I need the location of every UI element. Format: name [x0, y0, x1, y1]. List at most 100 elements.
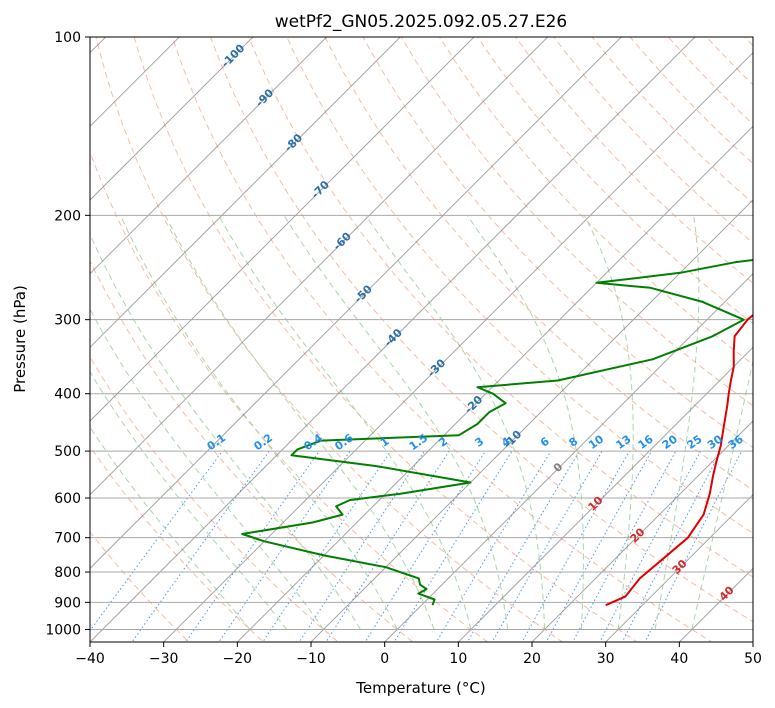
dry-adiabat: [171, 37, 713, 642]
dry-adiabat: [90, 445, 265, 642]
mixing-ratio-label: 3: [473, 435, 487, 450]
plot-frame: [89, 36, 754, 643]
moist-adiabat: [283, 215, 509, 630]
x-tick-label: 40: [670, 651, 688, 667]
mixing-ratio-line: [621, 450, 722, 642]
y-tick-label: 600: [54, 491, 81, 507]
x-tick-label: 20: [523, 651, 541, 667]
dry-adiabat: [438, 37, 753, 366]
mixing-ratio-line: [185, 450, 320, 642]
mixing-ratio-label: 16: [636, 432, 656, 452]
mixing-ratio-label: 0.2: [252, 431, 275, 453]
mixing-ratio-label: 25: [685, 433, 705, 452]
dry-adiabat: [477, 37, 753, 325]
dry-adiabat: [744, 37, 753, 47]
x-tick-label: −10: [296, 651, 326, 667]
dry-adiabat: [90, 356, 340, 642]
isotherm-line: [236, 125, 753, 642]
isotherm-line: [90, 37, 402, 349]
moist-adiabat: [90, 232, 361, 630]
isotherm-line: [531, 420, 753, 642]
isotherm-label: -50: [352, 282, 375, 305]
isotherm-label: -100: [219, 41, 248, 70]
mixing-ratio-line: [644, 450, 743, 642]
mixing-ratio-line: [90, 450, 223, 632]
isotherm-line: [90, 37, 475, 422]
mixing-ratio-line: [545, 450, 653, 642]
isotherm-line: [90, 37, 328, 275]
x-tick-label: −30: [149, 651, 179, 667]
y-tick-label: 900: [54, 595, 81, 611]
dewpoint-profile: [241, 258, 753, 606]
y-tick-label: 1000: [45, 622, 81, 638]
mixing-ratio-label: 8: [567, 435, 581, 450]
y-tick-label: 700: [54, 531, 81, 547]
isotherm-line: [604, 493, 753, 642]
moist-adiabat: [120, 215, 398, 630]
y-tick-label: 100: [54, 30, 81, 46]
mixing-ratio-line: [325, 450, 450, 642]
mixing-ratio-line: [435, 450, 552, 642]
dry-adiabat: [667, 37, 753, 125]
isotherm-line: [383, 272, 753, 642]
moist-adiabat: [583, 215, 634, 630]
isotherm-label: -70: [309, 178, 332, 201]
isotherm-label: -60: [331, 230, 354, 253]
y-tick-label: 800: [54, 565, 81, 581]
dry-adiabat: [209, 37, 753, 623]
mixing-ratio-line: [131, 450, 270, 642]
dry-adiabat: [362, 37, 753, 449]
isotherm-line: [310, 199, 753, 642]
isotherm-label: -30: [425, 356, 448, 379]
mixing-ratio-label: 0.4: [302, 431, 326, 453]
mixing-ratio-label: 36: [726, 432, 746, 452]
profiles: [241, 258, 753, 607]
temperature-profile: [605, 313, 753, 607]
isotherm-label: -40: [382, 326, 405, 349]
moist-adiabat: [466, 215, 584, 630]
x-tick-label: −20: [223, 651, 253, 667]
isotherm-line: [457, 346, 753, 642]
dry-adiabat: [553, 37, 753, 244]
x-tick-label: 30: [597, 651, 615, 667]
dry-adiabat: [90, 150, 489, 642]
dry-adiabat: [248, 37, 753, 578]
y-tick-label: 500: [54, 444, 81, 460]
mixing-ratio-label: 1.5: [407, 431, 430, 453]
dry-adiabat: [400, 37, 753, 407]
mixing-ratio-label: 0.6: [332, 431, 356, 453]
isotherm-line: [90, 37, 696, 642]
x-tick-label: −40: [75, 651, 105, 667]
x-tick-label: 0: [380, 651, 389, 667]
dry-adiabat: [286, 37, 753, 534]
isotherm-label: -20: [462, 393, 485, 416]
isotherm-line: [90, 37, 623, 570]
dry-adiabat: [133, 37, 638, 642]
y-axis-label: Pressure (hPa): [11, 285, 29, 393]
isotherm-line: [752, 641, 753, 642]
x-tick-label: 10: [449, 651, 467, 667]
y-tick-label: 200: [54, 208, 81, 224]
isotherm-line: [90, 37, 254, 201]
x-axis-label: Temperature (°C): [355, 679, 485, 697]
moist-adiabat: [90, 308, 324, 630]
isotherm-label: 30: [670, 557, 690, 577]
isotherm-label: 20: [628, 525, 648, 545]
background-lines: [90, 37, 753, 642]
isotherm-label: 0: [551, 460, 566, 475]
mixing-ratio-line: [262, 450, 392, 642]
dry-adiabat: [90, 259, 414, 642]
isotherm-line: [678, 567, 753, 642]
chart-title: wetPf2_GN05.2025.092.05.27.E26: [275, 12, 567, 32]
isotherm-label: -80: [282, 131, 305, 154]
x-tick-label: 50: [744, 651, 762, 667]
moist-adiabat: [691, 358, 753, 630]
mixing-ratio-line: [393, 450, 513, 642]
moist-adiabat: [90, 426, 251, 630]
mixing-ratio-label: 10: [586, 432, 606, 452]
mixing-ratio-line: [466, 450, 580, 642]
isotherm-line: [162, 51, 753, 642]
axes: −40 −30 −20 −10 0 10 20 30 40 5010020030040050060…: [45, 30, 762, 667]
isotherm-line: [90, 37, 549, 496]
mixing-ratio-label: 20: [660, 432, 680, 452]
